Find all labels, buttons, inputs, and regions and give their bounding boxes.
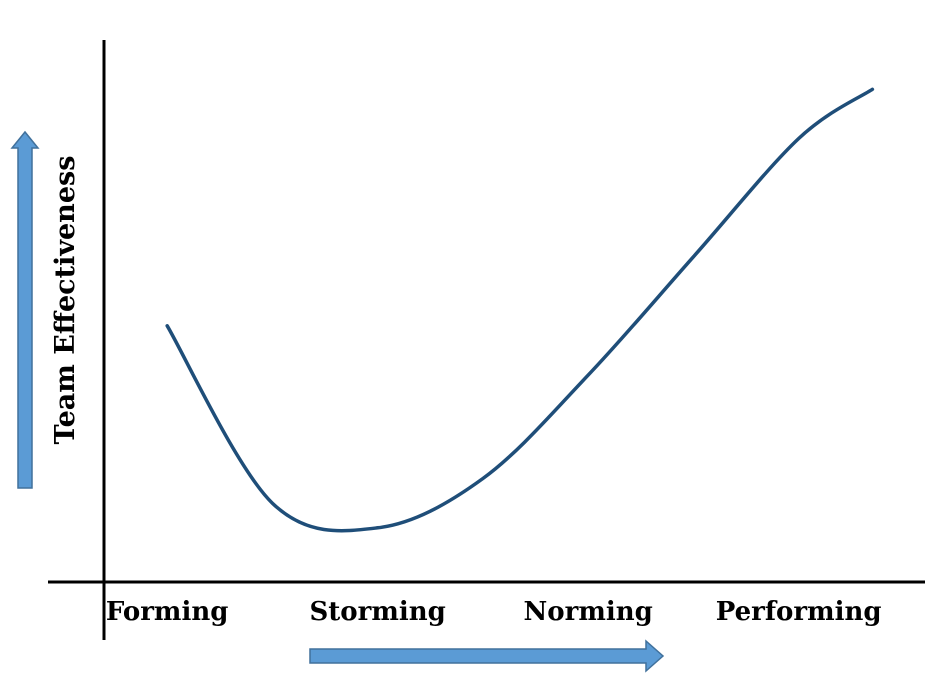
category-label-norming: Norming — [524, 597, 653, 627]
category-label-storming: Storming — [310, 597, 446, 627]
y-axis-title: Team Effectiveness — [50, 156, 81, 445]
category-label-forming: Forming — [106, 597, 229, 627]
y-axis-arrow — [10, 130, 40, 489]
category-label-performing: Performing — [716, 597, 882, 627]
effectiveness-curve — [165, 87, 875, 533]
x-axis-arrow — [309, 639, 665, 673]
x-category-labels: Forming Storming Norming Performing — [106, 597, 882, 627]
